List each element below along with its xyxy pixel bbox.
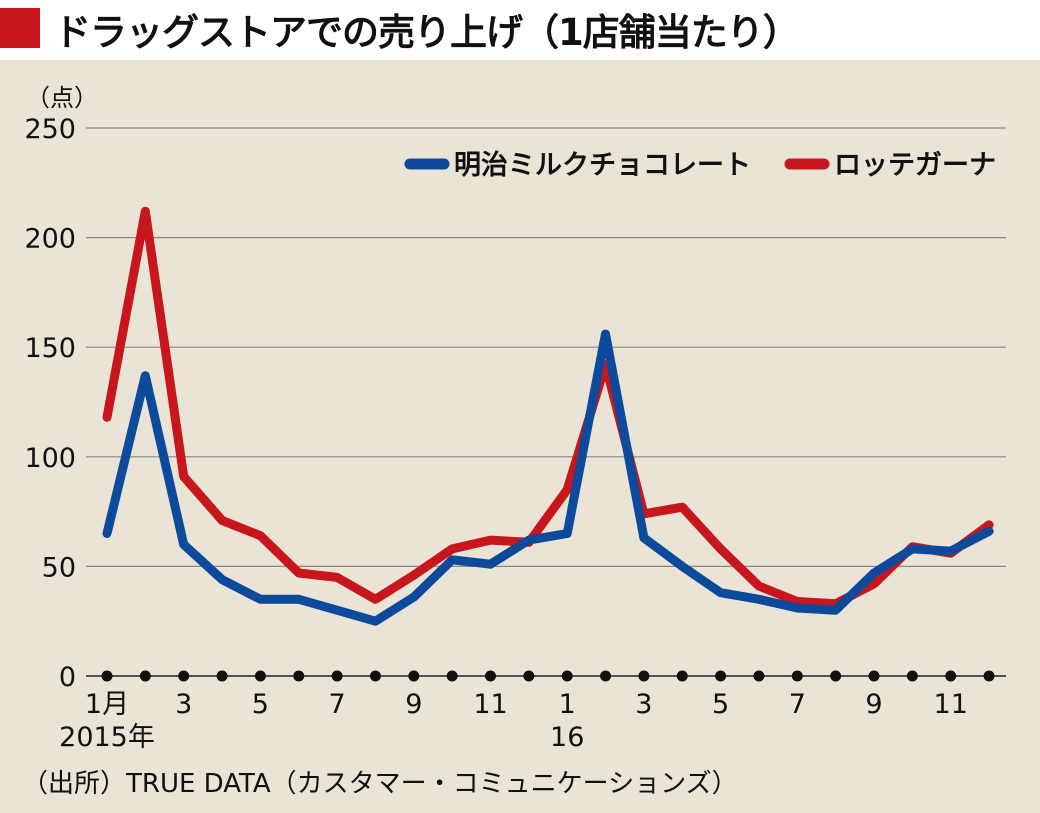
x-axis-dot — [715, 670, 727, 682]
x-axis-dot — [178, 670, 190, 682]
x-tick-label: 3 — [635, 689, 652, 720]
x-axis-dot — [753, 670, 765, 682]
x-year-label: 2015年 — [59, 722, 155, 753]
x-axis-dot — [369, 670, 381, 682]
x-tick-label: 11 — [473, 689, 507, 720]
x-axis-dot — [293, 670, 305, 682]
legend: 明治ミルクチョコレート ロッテガーナ — [404, 150, 996, 181]
y-tick-label: 200 — [24, 224, 76, 255]
x-year-label: 16 — [550, 722, 584, 753]
x-axis-dot — [945, 670, 957, 682]
y-tick-label: 250 — [24, 114, 76, 145]
x-axis-dot — [676, 670, 688, 682]
y-axis-unit-label: （点） — [26, 84, 98, 112]
x-axis-dot — [523, 670, 535, 682]
y-tick-label: 50 — [42, 552, 76, 583]
x-tick-label: 7 — [329, 689, 346, 720]
legend-label-meiji: 明治ミルクチョコレート — [454, 150, 751, 181]
x-axis-dot — [254, 670, 266, 682]
x-axis-dot — [638, 670, 650, 682]
series-line — [102, 206, 994, 609]
y-tick-label: 0 — [59, 662, 76, 693]
x-tick-label: 3 — [175, 689, 192, 720]
series-line — [102, 329, 994, 626]
y-tick-label: 100 — [24, 443, 76, 474]
x-axis-dot — [139, 670, 151, 682]
x-axis-dot — [561, 670, 573, 682]
source-note: （出所）TRUE DATA（カスタマー・コミュニケーションズ） — [22, 769, 738, 799]
x-tick-label: 5 — [252, 689, 269, 720]
x-axis-dot — [868, 670, 880, 682]
chart-panel — [0, 60, 1040, 813]
x-axis-dot — [600, 670, 612, 682]
x-axis-dot — [983, 670, 995, 682]
x-axis-dot — [101, 670, 113, 682]
x-axis-dot — [216, 670, 228, 682]
x-axis-dot — [791, 670, 803, 682]
y-tick-label: 150 — [24, 333, 76, 364]
x-tick-label: 9 — [865, 689, 882, 720]
x-tick-label: 1月 — [85, 689, 129, 720]
y-axis-ticks: 0 50 100 150 200 250 — [24, 114, 76, 693]
grid-lines — [86, 127, 1006, 677]
x-tick-label: 9 — [405, 689, 422, 720]
title-bar: ドラッグストアでの売り上げ（1店舗当たり） — [0, 0, 1040, 60]
x-axis-dot — [446, 670, 458, 682]
x-tick-label: 1 — [559, 689, 576, 720]
x-tick-label: 11 — [934, 689, 968, 720]
title-marker — [0, 8, 40, 48]
chart-title: ドラッグストアでの売り上げ（1店舗当たり） — [54, 11, 800, 54]
x-axis-dot — [830, 670, 842, 682]
x-axis-month-dots — [101, 670, 995, 682]
x-tick-label: 7 — [789, 689, 806, 720]
x-tick-label: 5 — [712, 689, 729, 720]
x-axis-dot — [331, 670, 343, 682]
x-axis-dot — [906, 670, 918, 682]
x-axis-dot — [408, 670, 420, 682]
legend-label-lotte: ロッテガーナ — [834, 150, 996, 181]
series-lines — [102, 206, 994, 626]
x-axis-dot — [485, 670, 496, 682]
